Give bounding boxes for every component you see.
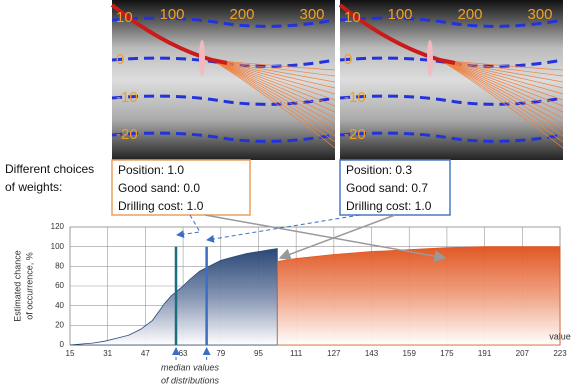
- trajectory-fan: [439, 59, 564, 143]
- panel-x-tick: 300: [527, 6, 552, 23]
- x-tick-label: 127: [327, 349, 341, 358]
- y-tick-label: 60: [55, 281, 64, 290]
- x-tick-label: 63: [179, 349, 188, 358]
- panel-y-tick: 10: [344, 9, 361, 26]
- panel-x-tick: 200: [457, 6, 482, 23]
- trajectory-fan: [439, 59, 564, 119]
- y-axis-label: Estimated chance: [12, 250, 22, 322]
- weight-text: Good sand: 0.0: [118, 181, 200, 195]
- y-tick-label: 120: [51, 222, 65, 231]
- trajectory-fan: [439, 59, 564, 149]
- y-tick-label: 100: [51, 242, 65, 251]
- x-tick-label: 79: [216, 349, 225, 358]
- contour-line: [339, 56, 564, 68]
- trajectory-fan: [439, 59, 564, 113]
- trajectory-fan: [211, 59, 336, 149]
- weight-text: Position: 0.3: [346, 163, 412, 177]
- weight-text: Position: 1.0: [118, 163, 184, 177]
- x-tick-label: 47: [141, 349, 150, 358]
- connector: [206, 214, 361, 243]
- panel-y-tick: -20: [344, 126, 366, 143]
- y-tick-label: 40: [55, 301, 64, 310]
- contour-line: [339, 131, 564, 143]
- panel-x-tick: 300: [299, 6, 324, 23]
- x-tick-label: 15: [66, 349, 75, 358]
- x-axis-label: value: [549, 331, 571, 341]
- contour-line: [111, 16, 336, 28]
- trajectory-fan: [211, 59, 336, 137]
- connector: [278, 214, 396, 260]
- well-path: [110, 3, 228, 65]
- panel-y-tick: -10: [116, 89, 138, 106]
- weights-box: [111, 159, 251, 216]
- x-tick-label: 159: [403, 349, 417, 358]
- median-label: of distributions: [161, 375, 220, 385]
- trajectory-fan: [211, 59, 336, 143]
- median-label: median values: [161, 362, 220, 372]
- trajectory-fan: [439, 59, 564, 131]
- panel-x-tick: 100: [387, 6, 412, 23]
- x-tick-label: 31: [103, 349, 112, 358]
- contour-line: [111, 94, 336, 106]
- contour-line: [111, 131, 336, 143]
- area: [69, 248, 278, 346]
- trajectory-fan: [439, 59, 564, 125]
- contour-line: [111, 56, 336, 68]
- y-tick-label: 0: [60, 340, 65, 349]
- panel-y-tick: -20: [116, 126, 138, 143]
- trajectory-fan: [211, 59, 336, 113]
- connector: [204, 214, 447, 263]
- panel-y-tick: 0: [116, 51, 124, 68]
- weights-box: [339, 159, 451, 216]
- weight-text: Drilling cost: 1.0: [118, 199, 204, 213]
- trajectory-fan: [211, 59, 336, 119]
- well-marker: [199, 40, 205, 76]
- y-tick-label: 20: [55, 320, 64, 329]
- y-axis-label: of occurrence, %: [24, 252, 34, 320]
- x-tick-label: 95: [254, 349, 263, 358]
- weight-text: Good sand: 0.7: [346, 181, 428, 195]
- weights-label: of weights:: [5, 180, 62, 194]
- trajectory-fan: [439, 59, 564, 137]
- well-path: [338, 3, 456, 65]
- x-tick-label: 111: [290, 349, 303, 358]
- contour-line: [339, 94, 564, 106]
- weights-label: Different choices: [5, 162, 94, 176]
- well-marker: [427, 40, 433, 76]
- trajectory-fan: [211, 59, 336, 125]
- x-tick-label: 143: [365, 349, 379, 358]
- panel-y-tick: 0: [344, 51, 352, 68]
- contour-line: [339, 16, 564, 28]
- area: [276, 246, 561, 346]
- panel-x-tick: 100: [159, 6, 184, 23]
- trajectory-fan: [211, 59, 336, 131]
- weight-text: Drilling cost: 1.0: [346, 199, 432, 213]
- x-tick-label: 223: [553, 349, 567, 358]
- panel-x-tick: 200: [229, 6, 254, 23]
- connector: [176, 214, 201, 239]
- x-tick-label: 207: [516, 349, 530, 358]
- x-tick-label: 191: [478, 349, 492, 358]
- panel-y-tick: 10: [116, 9, 133, 26]
- x-tick-label: 175: [440, 349, 454, 358]
- y-tick-label: 80: [55, 261, 64, 270]
- panel-y-tick: -10: [344, 89, 366, 106]
